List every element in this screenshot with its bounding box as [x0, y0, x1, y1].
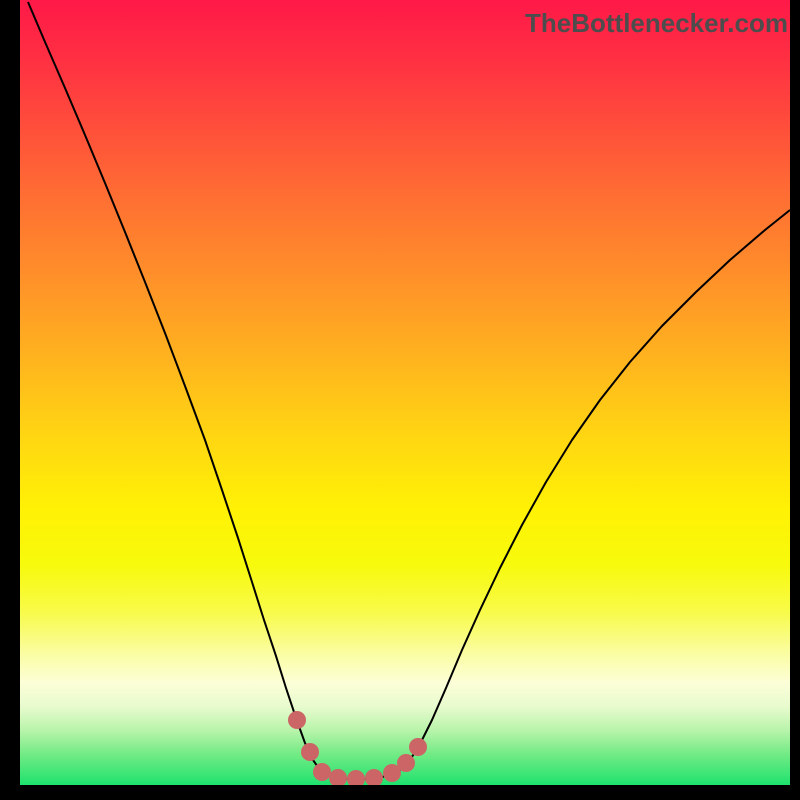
data-marker	[397, 754, 415, 772]
data-marker	[288, 711, 306, 729]
chart-background	[20, 0, 790, 785]
chart-svg	[20, 0, 790, 785]
watermark-text: TheBottlenecker.com	[525, 8, 788, 39]
data-marker	[313, 763, 331, 781]
data-marker	[409, 738, 427, 756]
chart-container	[20, 0, 790, 785]
data-marker	[301, 743, 319, 761]
